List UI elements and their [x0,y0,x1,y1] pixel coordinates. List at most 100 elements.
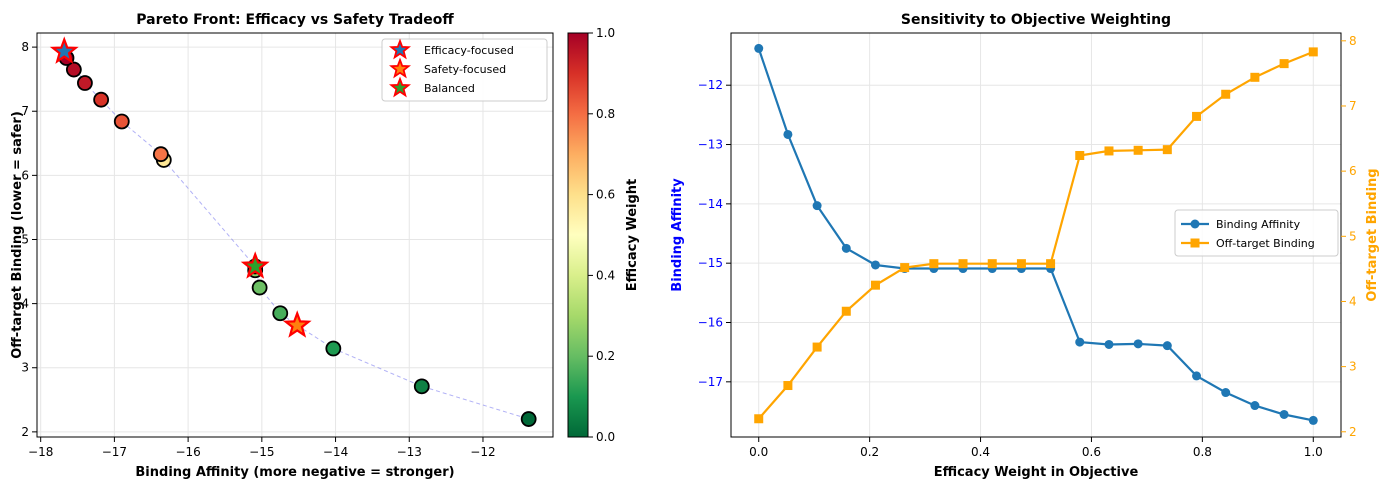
pareto-x-tick-label: −13 [397,445,422,459]
sensitivity-left-label: Binding Affinity [670,178,685,292]
pareto-x-tick-label: −18 [28,445,53,459]
pareto-x-tick-label: −17 [102,445,127,459]
legend-marker [1190,238,1200,248]
pareto-highlights [49,36,312,338]
pareto-y-tick-label: 3 [21,361,29,375]
pareto-x-tick-label: −15 [249,445,274,459]
sensitivity-plot-frame [730,32,1342,438]
sensitivity-left-tick-label: −13 [698,138,723,152]
pareto-chart: Pareto Front: Efficacy vs Safety Tradeof… [10,12,640,480]
pareto-y-tick-label: 6 [21,168,29,182]
pareto-y-tick-label: 8 [21,40,29,54]
pareto-x-ticks: −18 −17 −16 −15 −14 −13 −12 [28,437,496,459]
colorbar-tick-label: 0.2 [596,349,615,363]
pareto-front-line [63,51,529,420]
legend-star [389,57,411,79]
off-target-point [1279,59,1289,69]
pareto-point [272,305,289,322]
off-target-point [958,259,968,269]
sensitivity-x-tick-label: 0.8 [1193,445,1212,459]
pareto-x-label: Binding Affinity (more negative = strong… [135,465,454,480]
off-target-point [870,280,880,290]
sensitivity-right-tick-label: 6 [1349,164,1357,178]
sensitivity-x-tick-label: 1.0 [1304,445,1323,459]
pareto-x-tick-label: −14 [323,445,348,459]
off-target-point [900,263,910,273]
highlight-star-safety-focused [282,310,312,338]
sensitivity-left-tick-label: −16 [698,316,723,330]
binding-affinity-point [783,129,793,139]
sensitivity-right-tick-label: 3 [1349,360,1357,374]
binding-affinity-point [754,43,764,53]
binding-affinity-point [1250,401,1260,411]
colorbar-label: Efficacy Weight [625,179,640,292]
legend-label: Off-target Binding [1216,237,1315,250]
pareto-point [251,279,268,296]
binding-affinity-point [1279,409,1289,419]
sensitivity-x-tick-label: 0.2 [860,445,879,459]
off-target-point [987,259,997,269]
sensitivity-chart: Sensitivity to Objective Weighting 0.0 0.… [670,12,1380,480]
colorbar-tick-label: 0.0 [596,430,615,444]
off-target-point [1075,151,1085,161]
binding-affinity-point [841,243,851,253]
sensitivity-left-tick-label: −12 [698,78,723,92]
sensitivity-x-ticks: 0.0 0.2 0.4 0.6 0.8 1.0 [749,437,1323,459]
sensitivity-right-label: Off-target Binding [1365,168,1380,301]
pareto-point [113,113,130,130]
pareto-y-tick-label: 4 [21,297,29,311]
sensitivity-right-tick-label: 8 [1349,34,1357,48]
sensitivity-x-label: Efficacy Weight in Objective [934,465,1139,480]
sensitivity-x-tick-label: 0.6 [1082,445,1101,459]
colorbar-tick-label: 0.8 [596,107,615,121]
pareto-y-tick-label: 5 [21,232,29,246]
off-target-point [1221,89,1231,99]
sensitivity-right-tick-label: 5 [1349,229,1357,243]
pareto-x-tick-label: −16 [175,445,200,459]
sensitivity-x-tick-label: 0.4 [971,445,990,459]
colorbar-tick-label: 1.0 [596,26,615,40]
highlight-star-balanced [240,251,270,279]
binding-affinity-point [1075,337,1085,347]
off-target-point [1192,111,1202,121]
binding-affinity-point [1104,339,1114,349]
pareto-point [520,411,537,427]
binding-affinity-point [1308,415,1318,425]
off-target-point [754,414,764,424]
legend-label: Efficacy-focused [424,44,514,57]
off-target-point [929,259,939,269]
binding-affinity-point [1221,388,1231,398]
colorbar-tick-label: 0.6 [596,188,615,202]
legend-label: Binding Affinity [1216,218,1301,231]
legend-star [389,38,411,60]
sensitivity-right-tick-label: 2 [1349,425,1357,439]
pareto-point [93,91,110,108]
off-target-point [1162,145,1172,155]
binding-affinity-point [1192,371,1202,381]
pareto-y-ticks: 2 3 4 5 6 7 8 [21,40,37,439]
pareto-y-tick-label: 7 [21,104,29,118]
legend-star [389,76,411,98]
off-target-markers [754,47,1318,424]
colorbar-tick-label: 0.4 [596,268,615,282]
off-target-point [1104,146,1114,156]
pareto-y-tick-label: 2 [21,425,29,439]
sensitivity-right-tick-label: 4 [1349,294,1357,308]
pareto-y-label: Off-target Binding (lower = safer) [10,111,25,359]
off-target-point [1250,72,1260,82]
legend-label: Balanced [424,82,475,95]
pareto-legend: Efficacy-focused Safety-focused Balanced [381,38,548,102]
sensitivity-left-tick-label: −15 [698,256,723,270]
sensitivity-right-ticks: 2 3 4 5 6 7 8 [1341,34,1357,439]
off-target-point [783,381,793,391]
colorbar: 0.0 0.2 0.4 0.6 0.8 1.0 Efficacy Weight [567,26,640,444]
sensitivity-left-ticks: −12 −13 −14 −15 −16 −17 [698,78,731,389]
pareto-point [325,340,342,357]
off-target-point [1016,259,1026,269]
off-target-point [812,342,822,352]
colorbar-ticks: 0.0 0.2 0.4 0.6 0.8 1.0 [588,26,615,444]
legend-marker [1190,219,1200,229]
sensitivity-left-tick-label: −14 [698,197,723,211]
pareto-x-tick-label: −12 [470,445,495,459]
